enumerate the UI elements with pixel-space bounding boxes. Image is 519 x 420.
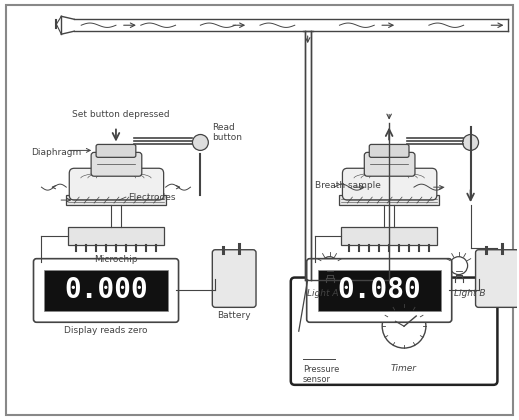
Bar xyxy=(69,227,163,245)
FancyBboxPatch shape xyxy=(343,168,437,200)
Text: Timer: Timer xyxy=(391,364,417,373)
FancyBboxPatch shape xyxy=(34,259,179,322)
Text: 0.080: 0.080 xyxy=(337,276,421,304)
Bar xyxy=(342,227,437,245)
Text: Light B: Light B xyxy=(454,289,485,299)
Text: 0.000: 0.000 xyxy=(64,276,148,304)
FancyBboxPatch shape xyxy=(307,259,452,322)
Text: Breath sample: Breath sample xyxy=(315,181,380,190)
Text: Pressure
sensor: Pressure sensor xyxy=(303,365,339,384)
Text: Light A: Light A xyxy=(307,289,338,299)
Bar xyxy=(45,270,168,311)
Text: Battery: Battery xyxy=(217,311,251,320)
FancyBboxPatch shape xyxy=(475,250,519,307)
Text: Display reads zero: Display reads zero xyxy=(64,326,148,335)
Circle shape xyxy=(193,134,208,150)
FancyBboxPatch shape xyxy=(291,278,497,385)
FancyBboxPatch shape xyxy=(69,168,163,200)
FancyBboxPatch shape xyxy=(370,144,409,158)
Text: Microchip: Microchip xyxy=(94,255,138,264)
Circle shape xyxy=(462,134,479,150)
Text: Diaphragm: Diaphragm xyxy=(32,148,82,157)
FancyBboxPatch shape xyxy=(364,152,415,176)
FancyBboxPatch shape xyxy=(91,152,142,176)
Bar xyxy=(318,270,441,311)
Bar xyxy=(66,195,166,205)
Text: Set button depressed: Set button depressed xyxy=(72,110,170,118)
Bar xyxy=(339,195,439,205)
Text: Electrodes: Electrodes xyxy=(128,193,175,202)
FancyBboxPatch shape xyxy=(212,250,256,307)
FancyBboxPatch shape xyxy=(96,144,136,158)
Text: Read
button: Read button xyxy=(212,123,242,142)
